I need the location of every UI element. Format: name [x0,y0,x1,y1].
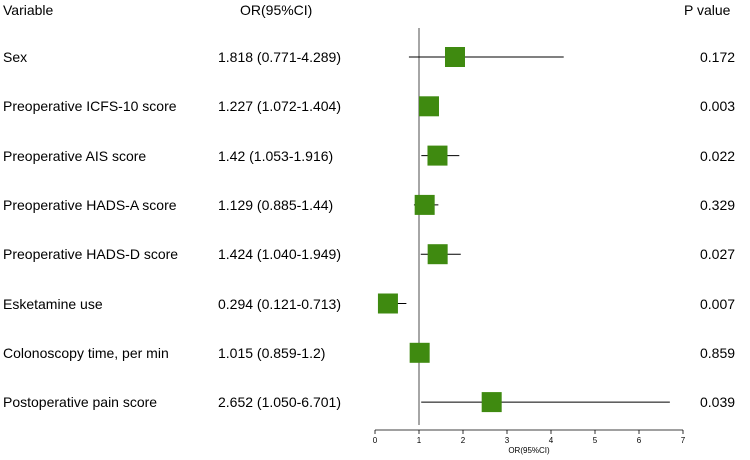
or-marker [414,194,435,215]
row-variable-label: Sex [3,49,28,65]
table-row: Postoperative pain score 2.652 (1.050-6.7… [0,392,750,412]
row-p-value: 0.329 [700,196,736,213]
table-row: Sex 1.818 (0.771-4.289) 0.172 [0,47,750,67]
row-p-value: 0.859 [700,344,736,361]
table-row: Preoperative HADS-D score 1.424 (1.040-1.… [0,244,750,264]
row-variable-label: Postoperative pain score [3,394,158,411]
row-p-value: 0.007 [700,295,736,312]
row-or-text: 1.818 (0.771-4.289) [218,49,341,65]
x-tick-label: 4 [549,436,554,445]
row-or-text: 1.015 (0.859-1.2) [218,344,326,361]
x-tick-label: 1 [417,436,422,445]
or-marker [427,244,448,265]
row-variable-label: Colonoscopy time, per min [3,344,169,361]
row-variable-label: Preoperative AIS score [3,147,147,164]
table-row: Colonoscopy time, per min 1.015 (0.859-1.… [0,343,750,363]
x-tick-label: 0 [373,436,378,445]
header-variable: Variable [3,2,54,18]
table-row: Preoperative HADS-A score 1.129 (0.885-1.… [0,195,750,215]
row-or-text: 1.42 (1.053-1.916) [218,147,334,164]
x-tick-label: 2 [461,436,466,445]
or-marker [444,47,465,67]
row-variable-label: Preoperative HADS-D score [3,246,179,263]
header-or: OR(95%CI) [240,2,313,18]
or-marker [427,145,448,166]
row-or-text: 2.652 (1.050-6.701) [218,394,341,411]
row-p-value: 0.027 [700,246,736,263]
x-tick-label: 6 [637,436,642,445]
row-variable-label: Preoperative HADS-A score [3,196,177,213]
row-or-text: 0.294 (0.121-0.713) [218,295,341,312]
or-marker [481,392,502,413]
x-axis-title: OR(95%CI) [508,446,550,455]
row-p-value: 0.172 [700,49,736,65]
header-p-value: P value [684,2,731,18]
x-tick-label: 7 [681,436,686,445]
or-marker [377,293,398,314]
row-p-value: 0.039 [700,394,736,411]
row-variable-label: Preoperative ICFS-10 score [3,98,177,115]
table-row: Preoperative AIS score 1.42 (1.053-1.916)… [0,146,750,166]
x-tick-label: 5 [593,436,598,445]
row-variable-label: Esketamine use [3,295,103,312]
or-marker [409,342,430,363]
or-marker [418,96,439,117]
table-row: Preoperative ICFS-10 score 1.227 (1.072-1… [0,96,750,116]
row-or-text: 1.424 (1.040-1.949) [218,246,341,263]
table-row: Esketamine use 0.294 (0.121-0.713) 0.007 [0,294,750,314]
row-or-text: 1.227 (1.072-1.404) [218,98,341,115]
row-p-value: 0.003 [700,98,736,115]
row-or-text: 1.129 (0.885-1.44) [218,196,334,213]
x-tick-label: 3 [505,436,510,445]
row-p-value: 0.022 [700,147,736,164]
